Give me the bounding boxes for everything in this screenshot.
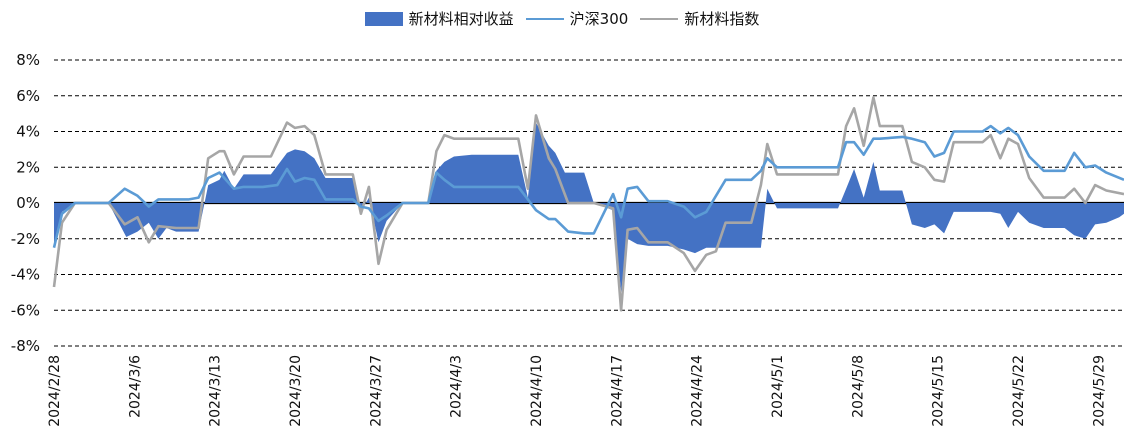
legend-label: 新材料指数 xyxy=(684,10,760,28)
x-tick-label: 2024/5/1 xyxy=(770,355,786,418)
legend-swatch-line xyxy=(640,17,679,20)
x-tick-label: 2024/4/3 xyxy=(449,355,465,418)
chart-legend: 新材料相对收益 沪深300 新材料指数 xyxy=(0,8,1124,29)
line-series xyxy=(52,96,1124,312)
x-tick-label: 2024/4/24 xyxy=(690,355,706,427)
legend-item-new-material-index: 新材料指数 xyxy=(640,8,759,29)
x-tick-label: 2024/3/6 xyxy=(127,355,143,418)
legend-swatch-line xyxy=(525,17,564,20)
y-tick-label: -6% xyxy=(11,301,40,319)
legend-item-csi300: 沪深300 xyxy=(525,8,629,29)
x-tick-label: 2024/5/8 xyxy=(850,355,866,418)
legend-label: 沪深300 xyxy=(569,10,629,28)
y-tick-label: -8% xyxy=(11,337,40,355)
legend-item-relative-return: 新材料相对收益 xyxy=(364,8,514,29)
y-tick-label: 8% xyxy=(16,51,40,69)
y-tick-label: 6% xyxy=(16,87,40,105)
y-tick-label: -4% xyxy=(11,266,40,284)
x-tick-label: 2024/5/15 xyxy=(931,355,947,427)
y-tick-label: 2% xyxy=(16,158,40,176)
x-tick-label: 2024/3/20 xyxy=(288,355,304,427)
relative-return-area xyxy=(54,122,1124,293)
x-tick-label: 2024/4/17 xyxy=(609,355,625,427)
y-tick-label: -2% xyxy=(11,230,40,248)
legend-label: 新材料相对收益 xyxy=(408,10,514,28)
x-tick-label: 2024/5/22 xyxy=(1011,355,1027,427)
y-tick-label: 0% xyxy=(16,194,40,212)
y-tick-label: 4% xyxy=(16,123,40,141)
x-tick-label: 2024/3/27 xyxy=(368,355,384,427)
legend-swatch-area xyxy=(364,11,403,26)
csi300-line xyxy=(52,124,1124,248)
x-tick-label: 2024/3/13 xyxy=(208,355,224,427)
x-tick-label: 2024/5/29 xyxy=(1091,355,1107,427)
x-axis-tick-labels: 2024/2/28 2024/3/6 2024/3/13 2024/3/20 2024/… xyxy=(47,355,1107,427)
x-tick-label: 2024/4/10 xyxy=(529,355,545,427)
y-axis-tick-labels: -8% -6% -4% -2% 0% 2% 4% 6% 8% xyxy=(11,51,40,355)
x-tick-label: 2024/2/28 xyxy=(47,355,63,427)
new-material-index-line xyxy=(52,96,1124,312)
area-series xyxy=(54,122,1124,293)
